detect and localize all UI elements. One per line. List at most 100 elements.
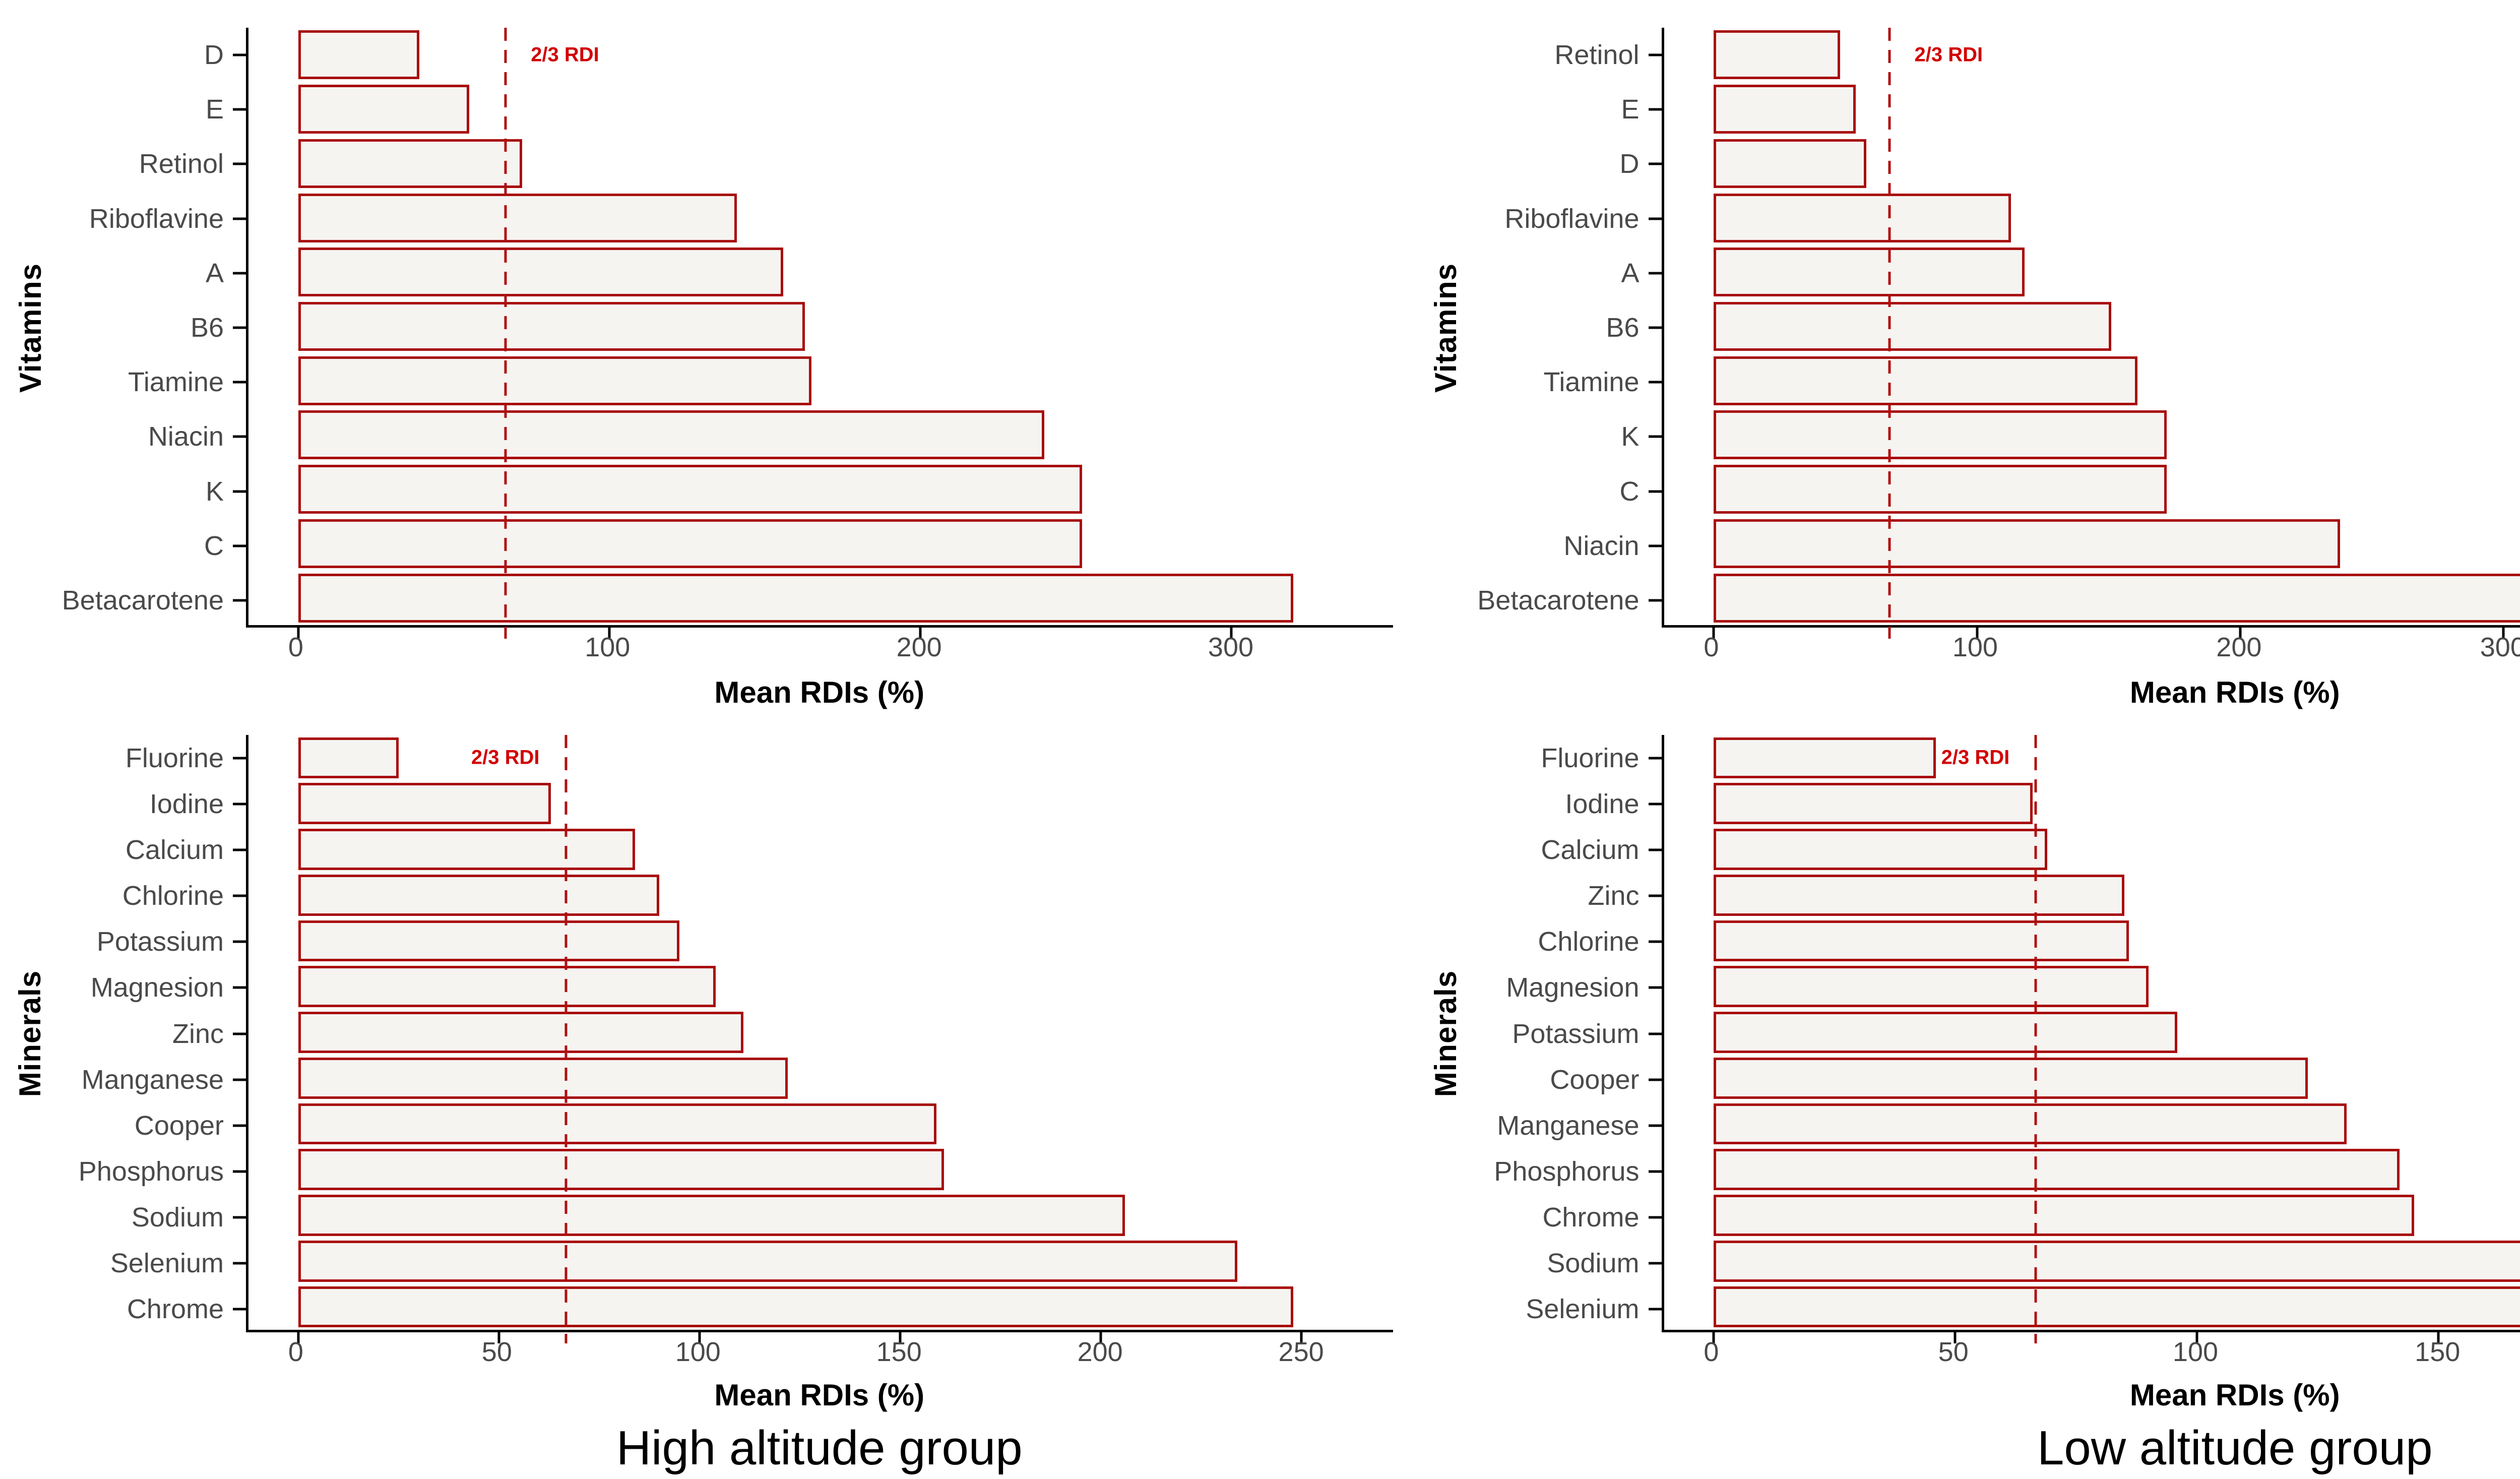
y-tick xyxy=(1648,1216,1662,1219)
x-tick-label: 0 xyxy=(1704,1337,1719,1367)
x-axis-title-area: Mean RDIs (%) xyxy=(246,1373,1393,1421)
x-tick-label: 50 xyxy=(1938,1337,1969,1367)
bar-selenium xyxy=(1714,1286,2520,1328)
y-tick xyxy=(1648,1032,1662,1035)
bar-k xyxy=(298,465,1082,514)
y-tick xyxy=(233,1032,246,1035)
bar-k xyxy=(1714,410,2167,460)
x-tick xyxy=(297,628,300,639)
y-tick xyxy=(233,381,246,384)
bar-tiamine xyxy=(1714,356,2138,405)
y-tick xyxy=(1648,272,1662,275)
x-tick xyxy=(608,628,611,639)
x-axis-tick-labels: 0 50 100 150 200 250 xyxy=(246,1332,1393,1373)
category-label-chrome: Chrome xyxy=(127,1294,224,1325)
y-tick xyxy=(233,272,246,275)
x-tick-label: 100 xyxy=(585,632,631,662)
bar-chrome xyxy=(298,1286,1294,1328)
x-tick xyxy=(899,1332,902,1343)
bar-e xyxy=(298,85,470,134)
category-label-c: C xyxy=(1619,476,1640,507)
category-label-magnesion: Magnesion xyxy=(1506,972,1640,1003)
y-axis-title-area: Minerals xyxy=(1416,735,1476,1332)
x-tick-label: 200 xyxy=(896,632,942,662)
y-tick xyxy=(233,986,246,989)
y-axis-title-area: Vitamins xyxy=(1416,28,1476,628)
bar-chrome xyxy=(1714,1195,2414,1236)
bar-zinc xyxy=(1714,874,2124,916)
x-tick xyxy=(2239,628,2242,639)
bar-retinol xyxy=(1714,30,1840,80)
category-label-k: K xyxy=(205,476,224,507)
y-tick xyxy=(233,1124,246,1127)
panel-minerals-high: Minerals Fluorine Iodine Calcium Chlorine Pot… xyxy=(0,721,1416,1479)
x-tick-label: 50 xyxy=(481,1337,512,1367)
x-axis-title: Mean RDIs (%) xyxy=(714,675,925,709)
panel-minerals-low: Minerals Fluorine Iodine Calcium Zinc Chlorin… xyxy=(1416,721,2520,1479)
y-tick xyxy=(233,894,246,897)
x-axis-title: Mean RDIs (%) xyxy=(2129,1378,2340,1412)
x-axis-tick-labels: 0 100 200 300 xyxy=(246,628,1393,668)
y-axis-title: Minerals xyxy=(1429,970,1463,1097)
bar-riboflavine xyxy=(298,193,737,242)
y-tick xyxy=(1648,544,1662,547)
x-tick-label: 300 xyxy=(1208,632,1254,662)
category-label-sodium: Sodium xyxy=(1547,1248,1640,1279)
bar-e xyxy=(1714,85,1856,134)
ref-line-2-3-rdi xyxy=(2034,735,2037,1343)
bar-manganese xyxy=(1714,1103,2347,1145)
group-title-area: High altitude group xyxy=(246,1421,1393,1479)
category-label-e: E xyxy=(205,94,224,125)
category-label-retinol: Retinol xyxy=(1554,40,1640,71)
category-label-zinc: Zinc xyxy=(1588,881,1640,911)
category-label-d: D xyxy=(204,40,224,71)
y-tick xyxy=(1648,599,1662,602)
y-axis-title: Minerals xyxy=(13,970,47,1097)
category-label-zinc: Zinc xyxy=(172,1018,224,1049)
ref-line-label: 2/3 RDI xyxy=(1914,43,1983,66)
y-tick xyxy=(233,1216,246,1219)
category-label-k: K xyxy=(1621,421,1640,452)
y-tick xyxy=(233,599,246,602)
bar-a xyxy=(1714,248,2025,297)
y-axis-title-area: Vitamins xyxy=(0,28,60,628)
y-tick xyxy=(233,757,246,760)
bar-c xyxy=(298,519,1082,568)
y-tick xyxy=(1648,1078,1662,1081)
bar-potassium xyxy=(298,920,680,962)
x-tick xyxy=(1954,1332,1957,1343)
ref-line-2-3-rdi xyxy=(504,28,507,639)
ref-line-label: 2/3 RDI xyxy=(1941,746,2010,769)
bar-selenium xyxy=(298,1241,1237,1282)
panel-body-vitamins-high: Vitamins D E Retinol Riboflavine A B6 Tiamine Ni… xyxy=(0,28,1416,639)
y-tick xyxy=(1648,490,1662,493)
y-tick xyxy=(233,162,246,165)
group-title: Low altitude group xyxy=(2037,1421,2433,1475)
x-axis-title: Mean RDIs (%) xyxy=(2129,675,2340,709)
bar-calcium xyxy=(1714,829,2047,870)
x-tick xyxy=(1976,628,1979,639)
y-tick xyxy=(1648,757,1662,760)
x-tick-label: 200 xyxy=(1077,1337,1123,1367)
bar-calcium xyxy=(298,829,636,870)
category-label-betacarotene: Betacarotene xyxy=(1477,585,1640,615)
x-tick-label: 200 xyxy=(2216,632,2262,662)
y-tick xyxy=(1648,1124,1662,1127)
y-tick xyxy=(1648,53,1662,56)
category-label-fluorine: Fluorine xyxy=(1541,743,1640,773)
category-label-c: C xyxy=(204,530,224,561)
y-tick xyxy=(1648,1308,1662,1311)
bar-c xyxy=(1714,465,2167,514)
y-tick xyxy=(1648,162,1662,165)
y-axis-labels: D E Retinol Riboflavine A B6 Tiamine Niacin K C Be… xyxy=(60,28,246,628)
x-tick xyxy=(1300,1332,1303,1343)
category-label-b6: B6 xyxy=(1606,313,1640,343)
category-label-a: A xyxy=(205,258,224,288)
y-tick xyxy=(233,544,246,547)
y-tick xyxy=(1648,381,1662,384)
bar-iodine xyxy=(1714,783,2033,824)
category-label-chlorine: Chlorine xyxy=(1538,927,1640,957)
ref-line-2-3-rdi xyxy=(564,735,568,1343)
category-label-iodine: Iodine xyxy=(149,788,224,819)
x-tick xyxy=(2437,1332,2440,1343)
